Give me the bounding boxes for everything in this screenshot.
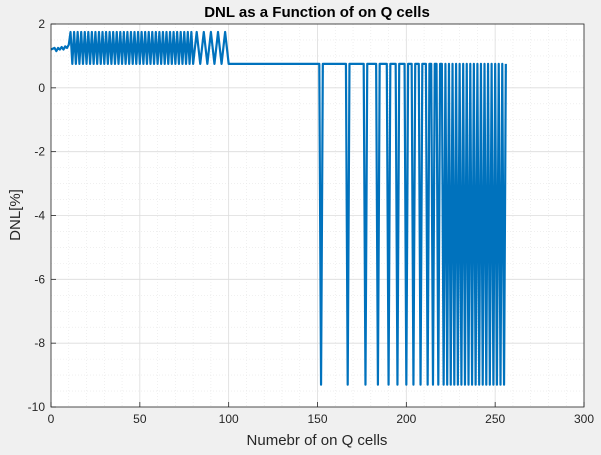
y-tick-labels: 2 0 -2 -4 -6 -8 -10 xyxy=(28,17,46,414)
tick-marks xyxy=(50,23,585,408)
y-axis-label: DNL[%] xyxy=(7,189,24,241)
x-tick-label: 100 xyxy=(219,412,239,426)
x-tick-label: 0 xyxy=(48,412,55,426)
x-tick-label: 200 xyxy=(396,412,416,426)
y-tick-label: 2 xyxy=(38,17,45,31)
x-tick-label: 300 xyxy=(574,412,594,426)
y-tick-label: -4 xyxy=(34,209,45,223)
x-tick-label: 50 xyxy=(133,412,147,426)
series-line-1 xyxy=(50,30,507,386)
y-tick-label: -2 xyxy=(34,145,45,159)
x-tick-labels: 0 50 100 150 200 250 300 xyxy=(48,412,595,426)
x-tick-label: 250 xyxy=(485,412,505,426)
y-tick-label: -10 xyxy=(28,400,46,414)
y-tick-label: 0 xyxy=(38,81,45,95)
x-axis-label: Numebr of on Q cells xyxy=(247,432,388,449)
y-tick-label: -6 xyxy=(34,272,45,286)
x-tick-label: 150 xyxy=(307,412,327,426)
series-layer xyxy=(50,30,507,386)
chart-title: DNL as a Function of on Q cells xyxy=(204,4,430,21)
y-tick-label: -8 xyxy=(34,336,45,350)
